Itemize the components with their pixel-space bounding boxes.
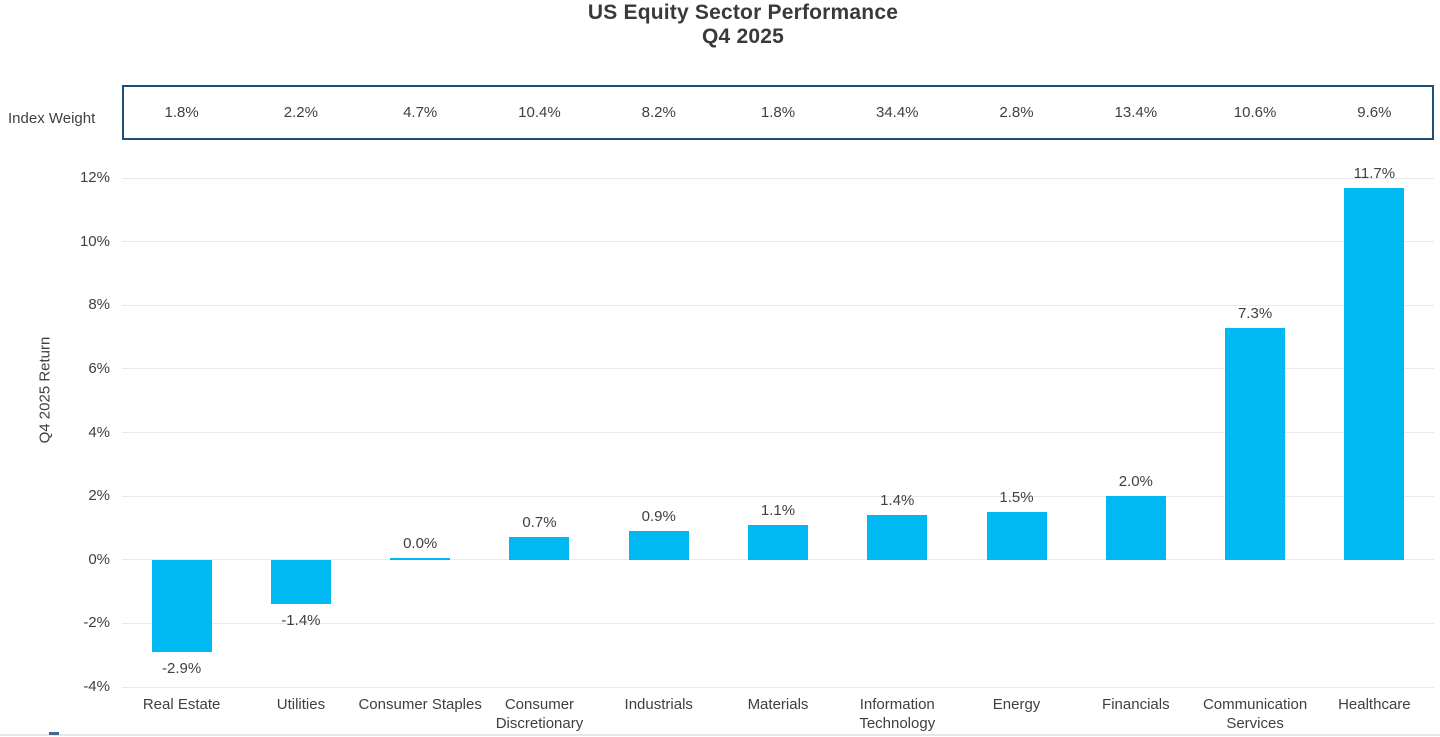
gridline — [122, 432, 1434, 433]
bar — [986, 512, 1047, 560]
index-weight-value: 1.8% — [760, 104, 796, 121]
x-category-label: Energy — [992, 696, 1041, 713]
y-tick-label: 4% — [88, 423, 110, 441]
x-category-label: Communication Services — [1202, 696, 1308, 732]
y-tick-label: 0% — [88, 550, 110, 568]
bar-value-label: 2.0% — [1118, 473, 1153, 491]
x-category-label: Real Estate — [142, 696, 221, 713]
x-category-label: Consumer Staples — [358, 696, 482, 713]
x-category-label: Financials — [1102, 696, 1170, 713]
bar-value-label: 1.5% — [999, 489, 1034, 507]
index-weight-value: 1.8% — [164, 104, 199, 121]
bar-value-label: -2.9% — [162, 660, 202, 677]
gridline — [122, 304, 1434, 306]
x-category-label: Utilities — [276, 696, 326, 713]
gridline — [122, 686, 1434, 688]
bar — [151, 559, 212, 652]
bar-value-label: 0.0% — [403, 534, 438, 552]
bar — [748, 524, 808, 560]
bar-value-label: 7.3% — [1237, 304, 1273, 322]
index-weight-value: 8.2% — [641, 104, 676, 121]
bar-value-label: -1.4% — [281, 612, 321, 630]
y-tick-label: -4% — [83, 678, 110, 695]
x-category-label: Industrials — [624, 696, 693, 713]
y-tick-label: 6% — [88, 359, 110, 377]
chart-title: US Equity Sector Performance Q4 2025 — [46, 1, 1440, 49]
bar-value-label: 1.4% — [880, 492, 915, 510]
bar — [867, 515, 928, 560]
y-tick-label: 10% — [79, 232, 110, 250]
bar — [1225, 327, 1286, 560]
gridline — [122, 177, 1434, 179]
bar — [509, 537, 570, 560]
bar — [1105, 496, 1166, 560]
gridline — [122, 368, 1434, 370]
x-category-label: Consumer Discretionary — [495, 696, 584, 732]
index-weight-value: 4.7% — [403, 104, 438, 121]
x-category-label: Information Technology — [859, 696, 936, 732]
gridline — [122, 495, 1434, 497]
bar-value-label: 11.7% — [1353, 164, 1396, 182]
bar-value-label: 1.1% — [760, 501, 796, 519]
x-category-label: Healthcare — [1338, 696, 1411, 713]
index-weight-box: 1.8% 2.2% 4.7% 10.4% 8.2% 1.8% 34.4% 2.8% 13.4% 1… — [122, 85, 1434, 140]
bar-value-label: 0.9% — [641, 508, 676, 526]
y-tick-label: 12% — [79, 169, 110, 186]
chart-title-line1: US Equity Sector Performance — [587, 1, 899, 24]
bar — [270, 559, 331, 605]
cropped-legend-mark — [49, 732, 59, 735]
gridline — [122, 559, 1434, 561]
index-weight-value: 34.4% — [875, 104, 919, 121]
gridline — [122, 622, 1434, 624]
index-weight-value: 2.8% — [999, 104, 1034, 121]
index-weight-value: 9.6% — [1357, 104, 1392, 121]
plot-area — [122, 177, 1434, 688]
y-tick-label: -2% — [83, 614, 110, 632]
index-weight-label: Index Weight — [8, 110, 96, 127]
y-tick-label: 8% — [88, 296, 110, 314]
bar-value-label: 0.7% — [522, 514, 557, 532]
bar — [628, 531, 689, 560]
index-weight-value: 13.4% — [1114, 104, 1158, 121]
gridline — [122, 241, 1434, 243]
index-weight-value: 10.4% — [518, 104, 561, 121]
index-weight-value: 10.6% — [1233, 104, 1277, 121]
y-tick-label: 2% — [88, 487, 110, 505]
index-weight-value: 2.2% — [283, 104, 318, 121]
bottom-divider — [0, 734, 1440, 736]
bar — [390, 557, 451, 561]
bar — [1344, 187, 1405, 560]
chart-title-line2: Q4 2025 — [702, 25, 784, 48]
x-category-label: Materials — [747, 696, 809, 713]
